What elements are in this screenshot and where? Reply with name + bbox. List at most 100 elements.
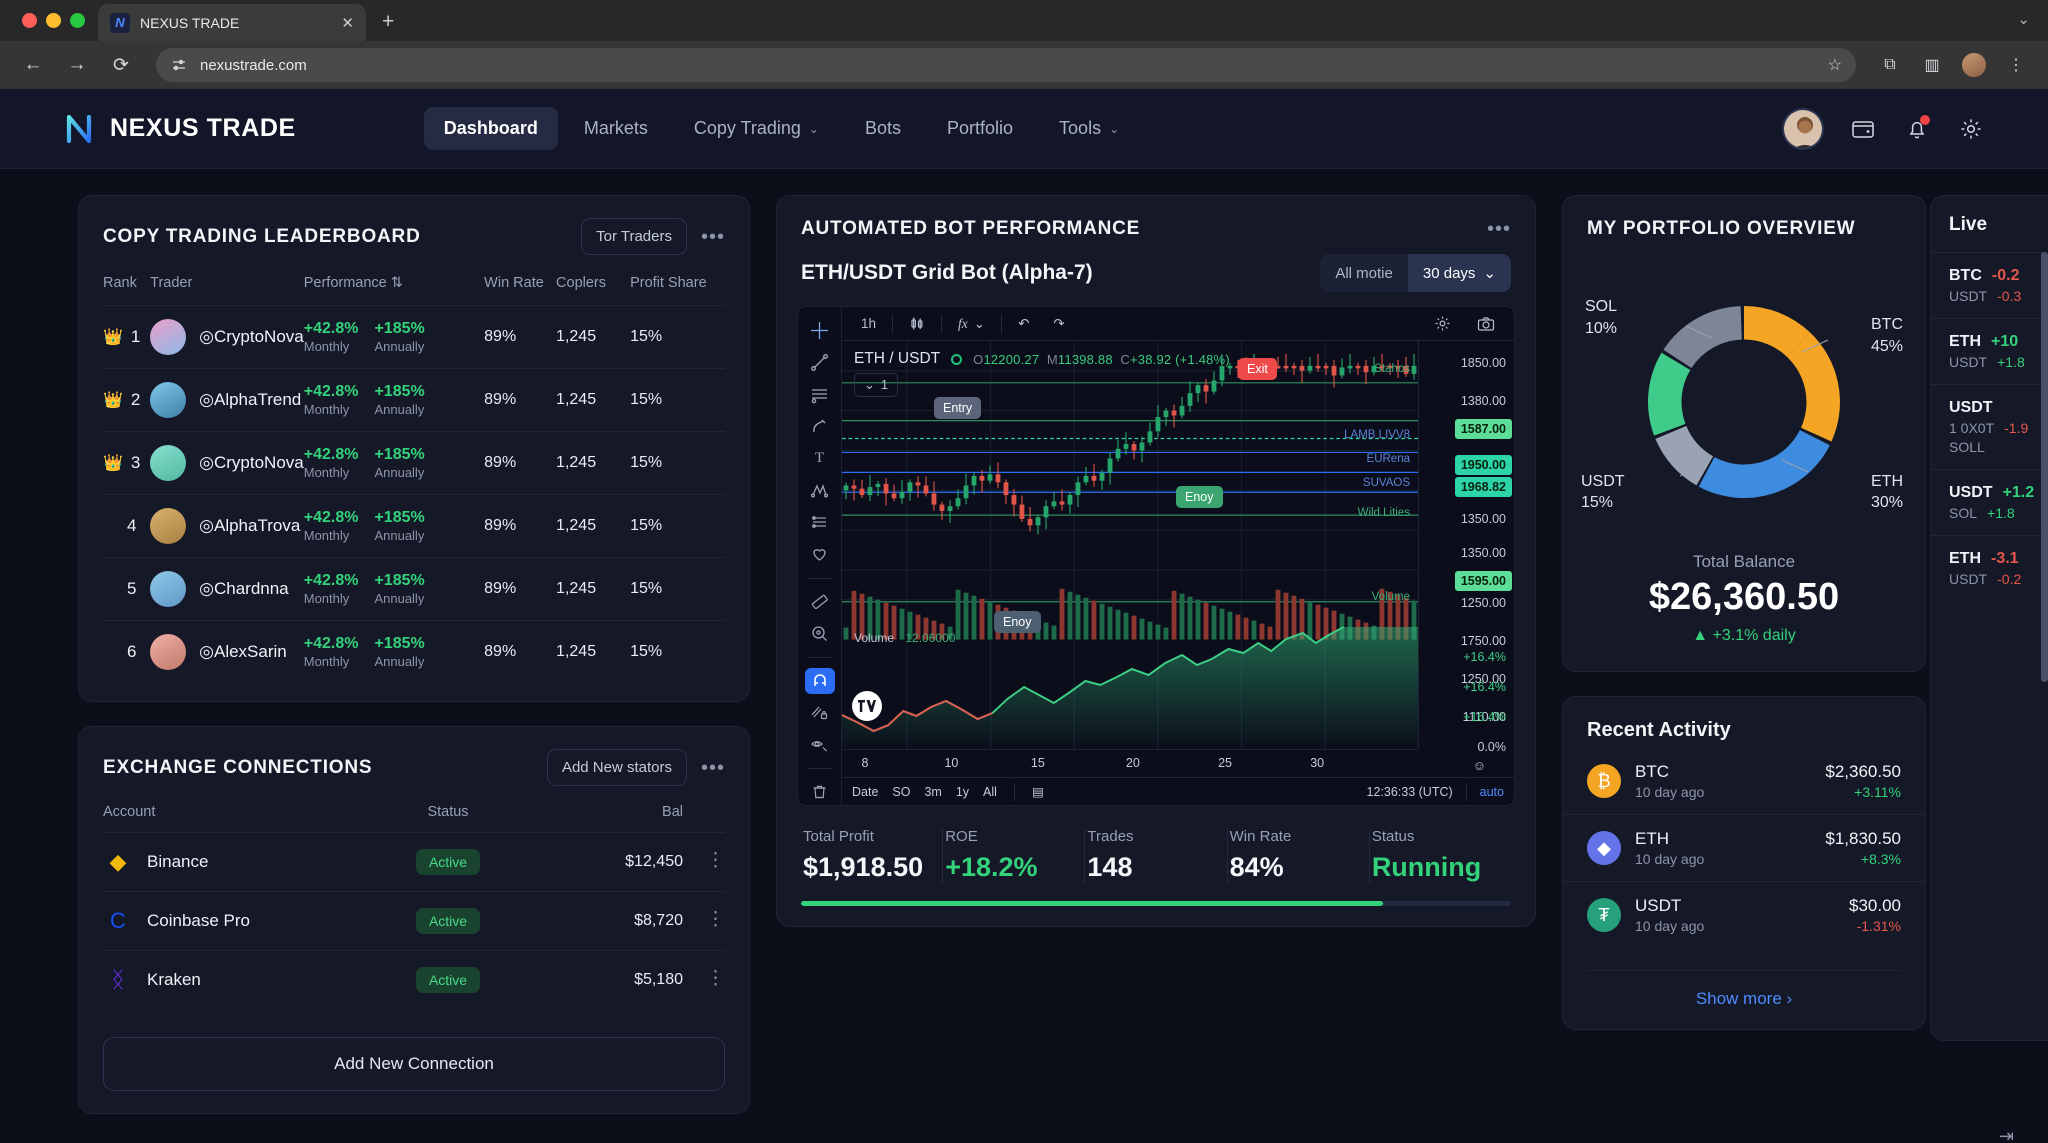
chart-canvas-area[interactable]: 1h fx ⌄ ↶ ↷ xyxy=(842,307,1514,805)
chart-settings-gear-icon[interactable] xyxy=(1423,311,1462,336)
timeframe-button[interactable]: 1h xyxy=(861,316,877,331)
eye-icon[interactable] xyxy=(805,732,835,758)
table-row[interactable]: 6 ◎AlexSarin +42.8% Monthly +185% Annually 89%… xyxy=(103,620,725,683)
maximize-window-button[interactable] xyxy=(70,13,85,28)
pattern-icon[interactable] xyxy=(805,477,835,503)
add-new-stators-button[interactable]: Add New stators xyxy=(546,749,687,786)
nav-item-tools[interactable]: Tools ⌄ xyxy=(1039,107,1139,150)
column-performance[interactable]: Performance ⇅ xyxy=(304,267,484,306)
time-axis[interactable]: 8 10 15 20 25 30 xyxy=(842,749,1418,777)
list-item[interactable]: ₿ BTC 10 day ago $2,360.50 +3.11% xyxy=(1563,748,1925,814)
wallet-icon[interactable] xyxy=(1848,114,1878,144)
minimize-window-button[interactable] xyxy=(46,13,61,28)
nav-item-markets[interactable]: Markets xyxy=(564,107,668,150)
zoom-icon[interactable] xyxy=(805,621,835,647)
profile-avatar-icon[interactable] xyxy=(1960,51,1988,79)
ruler-icon[interactable] xyxy=(805,589,835,615)
live-ticker-row[interactable]: USDT 1 0X0T -1.9 SOLL xyxy=(1931,384,2048,469)
add-new-connection-button[interactable]: Add New Connection xyxy=(103,1037,725,1091)
gear-icon[interactable] xyxy=(1956,114,1986,144)
more-options-icon[interactable]: ••• xyxy=(700,756,725,779)
lock-icon[interactable] xyxy=(805,700,835,726)
list-item[interactable]: ◆ ETH 10 day ago $1,830.50 +8.3% xyxy=(1563,814,1925,881)
smiley-icon[interactable]: ☺ xyxy=(1472,758,1486,773)
extensions-icon[interactable]: ⧉ xyxy=(1884,56,1896,73)
site-settings-icon[interactable] xyxy=(170,56,188,74)
portfolio-donut-chart[interactable]: SOL 10% BTC 45% USDT 15% ETH 30% xyxy=(1563,252,1925,552)
live-ticker-row[interactable]: ETH +10 USDT +1.8 xyxy=(1931,318,2048,384)
range-30-days[interactable]: 30 days ⌄ xyxy=(1407,254,1511,292)
live-ticker-row[interactable]: USDT +1.2 SOL +1.8 xyxy=(1931,469,2048,535)
indicators-button[interactable]: fx ⌄ xyxy=(947,312,996,336)
redo-icon[interactable]: ↷ xyxy=(1053,315,1065,331)
chevron-down-icon[interactable]: ⌄ xyxy=(2017,11,2030,28)
table-row[interactable]: C Coinbase Pro Active $8,720 ⋮ xyxy=(103,891,725,951)
trading-chart[interactable]: T 1h xyxy=(797,306,1515,806)
brush-icon[interactable] xyxy=(805,413,835,439)
window-traffic-lights[interactable] xyxy=(22,13,85,28)
undo-icon[interactable]: ↶ xyxy=(1018,315,1030,331)
more-options-icon[interactable]: ••• xyxy=(1486,218,1511,240)
brand-logo[interactable]: NEXUS TRADE xyxy=(62,112,296,146)
auto-scale-button[interactable]: auto xyxy=(1479,784,1504,799)
new-tab-button[interactable]: + xyxy=(382,10,395,33)
heart-icon[interactable] xyxy=(805,542,835,568)
close-tab-icon[interactable]: ✕ xyxy=(341,14,354,32)
fib-icon[interactable] xyxy=(805,510,835,536)
cell-menu[interactable]: ⋮ xyxy=(683,832,725,892)
snapshot-camera-icon[interactable] xyxy=(1466,311,1506,336)
table-row[interactable]: 5 ◎Chardnna +42.8% Monthly +185% Annually 89% 1… xyxy=(103,557,725,621)
range-1y[interactable]: 1y xyxy=(955,784,970,799)
show-more-button[interactable]: Show more › xyxy=(1587,970,1901,1029)
avatar[interactable] xyxy=(1782,107,1824,150)
address-bar[interactable]: nexustrade.com ☆ xyxy=(156,48,1856,82)
range-so[interactable]: SO xyxy=(892,784,911,799)
close-window-button[interactable] xyxy=(22,13,37,28)
text-icon[interactable]: T xyxy=(814,449,825,466)
range-all-motie[interactable]: All motie xyxy=(1320,254,1408,292)
candle-type-icon[interactable] xyxy=(898,312,936,335)
live-ticker-row[interactable]: BTC -0.2 USDT -0.3 xyxy=(1931,252,2048,318)
table-row[interactable]: 4 ◎AlphaTrova +42.8% Monthly +185% Annually 89… xyxy=(103,494,725,558)
logout-icon[interactable]: ⇥ xyxy=(1998,1126,2014,1143)
top-traders-button[interactable]: Tor Traders xyxy=(581,218,687,255)
trendline-icon[interactable] xyxy=(805,349,835,375)
trash-icon[interactable] xyxy=(805,779,835,805)
range-3m[interactable]: 3m xyxy=(924,784,942,799)
cell-menu[interactable]: ⋮ xyxy=(683,891,725,951)
nav-item-copy-trading[interactable]: Copy Trading ⌄ xyxy=(674,107,839,150)
browser-menu-icon[interactable]: ⋮ xyxy=(2008,57,2024,74)
bookmark-star-icon[interactable]: ☆ xyxy=(1827,57,1842,74)
cell-menu[interactable]: ⋮ xyxy=(683,950,725,1009)
table-row[interactable]: ◆ Binance Active $12,450 ⋮ xyxy=(103,832,725,892)
sort-icon[interactable]: ⇅ xyxy=(390,275,403,291)
forward-icon[interactable]: → xyxy=(67,54,87,75)
price-plot[interactable]: Stahos LAMB LIVV8 EURena SUVAOS Wild Lit… xyxy=(842,341,1418,749)
row-menu-icon[interactable]: ⋮ xyxy=(706,968,725,989)
table-row[interactable]: 👑 3 ◎CryptoNova +42.8% Monthly +185% Annually 8… xyxy=(103,431,725,495)
more-options-icon[interactable]: ••• xyxy=(700,225,725,248)
row-menu-icon[interactable]: ⋮ xyxy=(706,850,725,871)
scrollbar[interactable] xyxy=(2041,252,2048,682)
list-item[interactable]: ₮ USDT 10 day ago $30.00 -1.31% xyxy=(1563,881,1925,948)
browser-tab[interactable]: N NEXUS TRADE ✕ xyxy=(98,4,366,41)
table-row[interactable]: ᛝ Kraken Active $5,180 ⋮ xyxy=(103,950,725,1009)
calendar-icon[interactable]: ▤ xyxy=(1031,785,1044,799)
table-row[interactable]: 👑 2 ◎AlphaTrend +42.8% Monthly +185% Annually 8… xyxy=(103,368,725,432)
back-icon[interactable]: ← xyxy=(23,54,43,75)
live-ticker-panel[interactable]: Live BTC -0.2 USDT -0.3 ETH +10 USDT +1.8 USDT 1 … xyxy=(1930,195,2048,1041)
horizontal-lines-icon[interactable] xyxy=(805,381,835,407)
row-menu-icon[interactable]: ⋮ xyxy=(706,909,725,930)
nav-item-dashboard[interactable]: Dashboard xyxy=(423,107,558,150)
crosshair-icon[interactable] xyxy=(805,317,835,343)
nav-item-portfolio[interactable]: Portfolio xyxy=(927,107,1033,150)
range-all[interactable]: All xyxy=(983,784,997,799)
reload-icon[interactable]: ⟳ xyxy=(113,54,129,76)
notifications-bell-icon[interactable] xyxy=(1902,114,1932,144)
chart-legend-toggle[interactable]: ⌄ 1 xyxy=(854,373,899,397)
magnet-icon[interactable] xyxy=(804,667,835,694)
live-ticker-row[interactable]: ETH -3.1 USDT -0.2 xyxy=(1931,535,2048,601)
table-row[interactable]: 👑 1 ◎CryptoNova +42.8% Monthly +185% Annually 8… xyxy=(103,305,725,369)
nav-item-bots[interactable]: Bots xyxy=(845,107,921,150)
price-axis[interactable]: 1850.00 1380.00 1587.00 1950.00 1968.82 … xyxy=(1418,341,1514,749)
